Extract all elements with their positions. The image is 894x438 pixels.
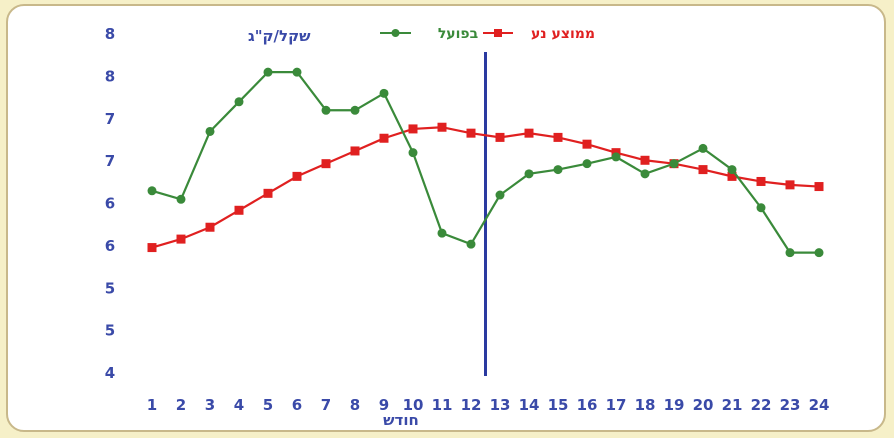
x-tick-label: 15 <box>548 396 569 414</box>
y-tick-label: 6 <box>105 195 115 213</box>
data-point <box>669 159 679 169</box>
series-layer <box>147 67 824 258</box>
data-point <box>756 203 766 213</box>
series-actual <box>147 67 824 258</box>
x-tick-label: 1 <box>147 396 157 414</box>
y-tick-label: 5 <box>105 322 115 340</box>
y-tick-label: 8 <box>105 25 115 43</box>
data-point <box>437 122 447 132</box>
data-point <box>350 105 360 115</box>
data-point <box>611 152 621 162</box>
data-point <box>379 88 389 98</box>
legend-label: ממוצע נע <box>531 26 595 42</box>
data-point <box>814 182 824 192</box>
data-point <box>466 239 476 249</box>
legend-swatch-marker <box>391 29 400 37</box>
data-point <box>524 128 534 138</box>
legend-item: ממוצע נע <box>483 26 595 42</box>
data-point <box>263 67 273 77</box>
data-point <box>785 180 795 190</box>
data-point <box>176 194 186 204</box>
data-point <box>698 143 708 153</box>
data-point <box>321 105 331 115</box>
x-tick-label: 3 <box>205 396 215 414</box>
x-tick-label: 13 <box>490 396 511 414</box>
x-tick-label: 6 <box>292 396 302 414</box>
x-tick-label: 9 <box>379 396 389 414</box>
x-tick-label: 12 <box>461 396 482 414</box>
data-point <box>814 248 824 258</box>
series-line <box>151 126 820 249</box>
y-tick-label: 5 <box>105 279 115 297</box>
data-point <box>727 165 737 175</box>
data-point <box>727 171 737 181</box>
data-point <box>640 155 650 165</box>
x-tick-label: 18 <box>635 396 656 414</box>
data-point <box>582 159 592 169</box>
y-tick-label: 6 <box>105 237 115 255</box>
data-point <box>350 146 360 156</box>
x-tick-label: 11 <box>432 396 453 414</box>
data-point <box>640 169 650 179</box>
x-tick-label: 22 <box>751 396 772 414</box>
x-tick-label: 24 <box>809 396 830 414</box>
data-point <box>553 132 563 142</box>
data-point <box>466 128 476 138</box>
x-tick-label: 8 <box>350 396 360 414</box>
data-point <box>205 126 215 136</box>
x-tick-label: 19 <box>664 396 685 414</box>
y-tick-label: 4 <box>105 364 115 382</box>
x-axis-ticks: 1 2 3 4 5 6 7 8 9 10 11 12 13 14 15 16 17 18 19 20 21 22 23 24 <box>147 396 830 414</box>
data-point <box>205 222 215 232</box>
series-line <box>151 71 819 254</box>
x-tick-label: 2 <box>176 396 186 414</box>
data-point <box>292 171 302 181</box>
y-axis-ticks: 8 8 7 7 6 6 5 5 4 <box>105 25 115 382</box>
data-point <box>785 248 795 258</box>
data-point <box>408 148 418 158</box>
data-point <box>292 67 302 77</box>
data-point <box>321 159 331 169</box>
x-tick-label: 16 <box>577 396 598 414</box>
y-axis-unit-label: שקל/ק"ג <box>248 27 311 45</box>
x-axis-label: חודש <box>383 411 419 429</box>
legend-swatch-marker <box>494 29 502 37</box>
data-point <box>263 188 273 198</box>
data-point <box>524 169 534 179</box>
x-tick-label: 10 <box>403 396 424 414</box>
data-point <box>234 97 244 107</box>
x-tick-label: 5 <box>263 396 273 414</box>
data-point <box>437 228 447 238</box>
data-point <box>176 234 186 244</box>
y-tick-label: 7 <box>105 152 115 170</box>
plot-area <box>136 24 826 380</box>
x-tick-label: 20 <box>693 396 714 414</box>
x-tick-label: 14 <box>519 396 540 414</box>
data-point <box>408 124 418 134</box>
data-point <box>495 132 505 142</box>
legend-label: בפועל <box>438 26 478 42</box>
data-point <box>698 165 708 175</box>
legend-item: בפועל <box>380 26 478 42</box>
data-point <box>553 165 563 175</box>
legend: ממוצע נע בפועל <box>380 26 595 42</box>
data-point <box>756 176 766 186</box>
x-tick-label: 21 <box>722 396 743 414</box>
data-point <box>379 133 389 143</box>
data-point <box>582 139 592 149</box>
x-tick-label: 4 <box>234 396 244 414</box>
data-point <box>495 190 505 200</box>
x-tick-label: 17 <box>606 396 627 414</box>
data-point <box>234 205 244 215</box>
data-point <box>147 243 157 253</box>
y-tick-label: 8 <box>105 67 115 85</box>
y-tick-label: 7 <box>105 110 115 128</box>
x-tick-label: 7 <box>321 396 331 414</box>
x-tick-label: 23 <box>780 396 801 414</box>
data-point <box>147 186 157 196</box>
